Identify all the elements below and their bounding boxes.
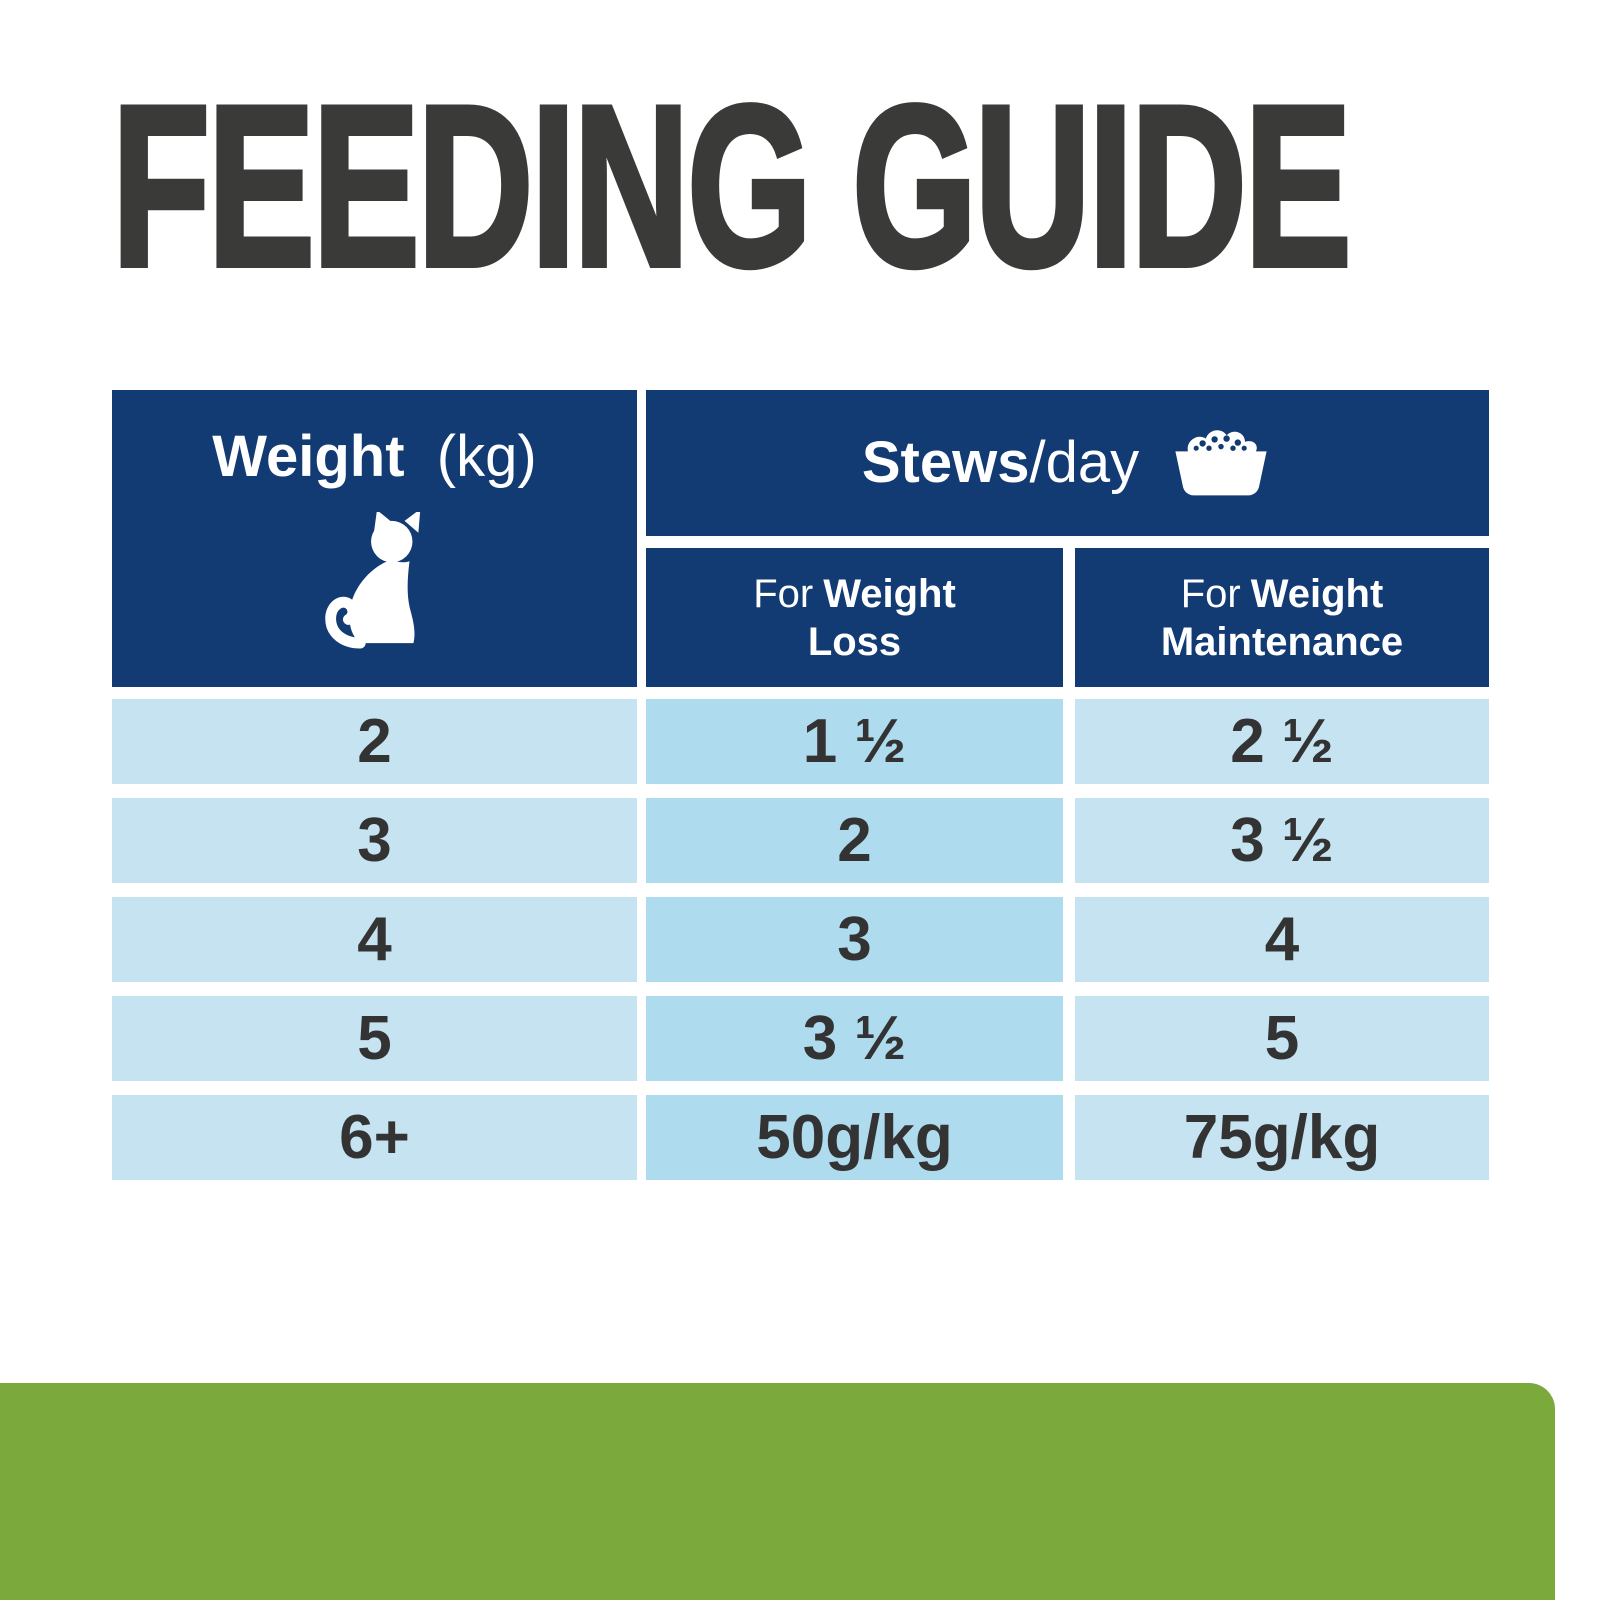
stews-header: Stews/day: [646, 390, 1489, 536]
subheader-weight-loss: For Weight Loss: [646, 548, 1063, 687]
loss-cell: 3 ½: [646, 996, 1063, 1081]
weight-cell: 4: [112, 897, 637, 982]
subheader-weight-maintenance: For Weight Maintenance: [1075, 548, 1489, 687]
weight-cell: 6+: [112, 1095, 637, 1180]
maintenance-cell: 3 ½: [1075, 798, 1489, 883]
stews-header-label: Stews/day: [861, 430, 1140, 495]
weight-cell: 2: [112, 699, 637, 784]
maintenance-cell: 2 ½: [1075, 699, 1489, 784]
weight-cell: 3: [112, 798, 637, 883]
weight-cell: 5: [112, 996, 637, 1081]
maintenance-cell: 5: [1075, 996, 1489, 1081]
loss-cell: 3: [646, 897, 1063, 982]
loss-cell: 50g/kg: [646, 1095, 1063, 1180]
page-title: FEEDING GUIDE: [110, 58, 1354, 314]
maintenance-cell: 4: [1075, 897, 1489, 982]
weight-header-label: Weight (kg): [212, 423, 537, 489]
loss-cell: 2: [646, 798, 1063, 883]
food-bowl-icon: [1175, 430, 1267, 496]
feeding-table: Weight (kg) Stews/day: [112, 390, 1490, 1180]
weight-header: Weight (kg): [112, 390, 637, 687]
cat-icon: [324, 511, 420, 649]
green-footer-band: [0, 1383, 1555, 1600]
maintenance-cell: 75g/kg: [1075, 1095, 1489, 1180]
loss-cell: 1 ½: [646, 699, 1063, 784]
